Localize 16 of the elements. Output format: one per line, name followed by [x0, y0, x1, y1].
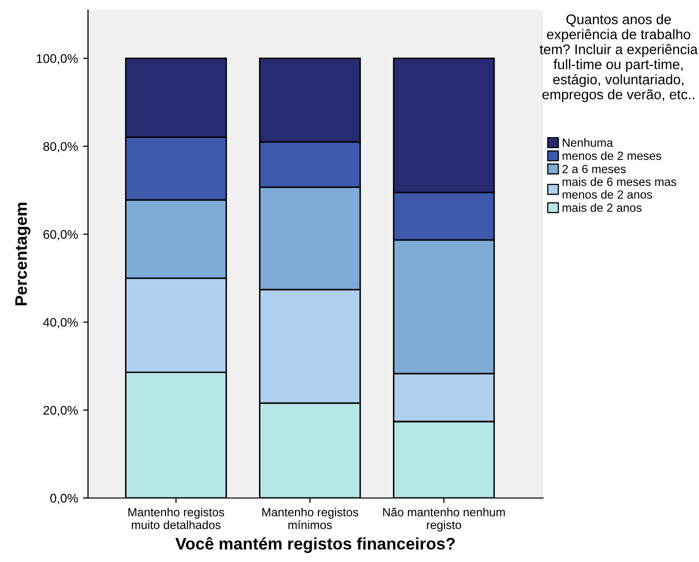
y-tick-label: 0,0%: [50, 494, 78, 504]
y-tick-label: 60,0%: [43, 230, 78, 240]
legend-title: Quantos anos de experiência de trabalho tem? Incluir a experiência full-time ou part-time, estágio, voluntariado, empregos de verão, etc..: [540, 14, 698, 102]
x-tick-label: Mantenho registos mínimos: [262, 508, 358, 530]
legend-label: menos de 2 meses: [562, 151, 662, 160]
x-axis-title: Você mantém registos financeiros?: [175, 537, 455, 553]
legend-label: Nenhuma: [562, 138, 614, 147]
y-tick-label: 40,0%: [43, 318, 78, 328]
legend-label: mais de 2 anos: [562, 203, 642, 212]
y-axis-title: Percentagem: [15, 202, 30, 306]
x-tick-label: Não mantenho nenhum registo: [383, 508, 505, 532]
legend-label: 2 a 6 meses: [562, 164, 626, 174]
y-tick-label: 80,0%: [43, 142, 78, 152]
y-tick-label: 20,0%: [43, 406, 78, 416]
x-tick-label: Mantenho registos muito detalhados: [128, 508, 224, 530]
y-tick-label: 100,0%: [36, 54, 78, 64]
